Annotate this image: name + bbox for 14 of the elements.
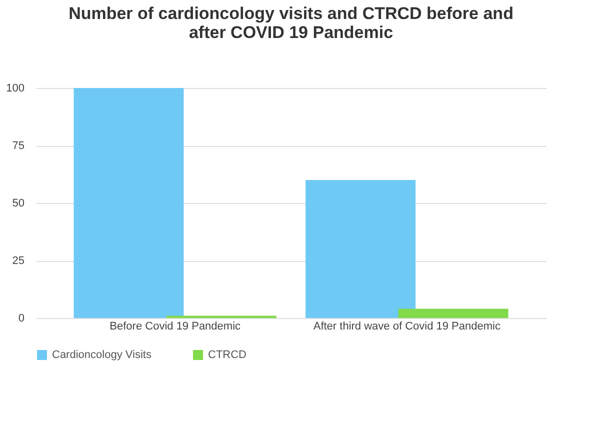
y-tick-label: 0 <box>18 312 24 324</box>
x-tick-label: After third wave of Covid 19 Pandemic <box>313 320 501 332</box>
legend-label: CTRCD <box>208 349 247 361</box>
bar <box>398 308 508 318</box>
y-tick-label: 25 <box>12 255 24 267</box>
text: after COVID 19 Pandemic <box>188 23 394 42</box>
text: Number of cardioncology visits and CTRCD before and <box>68 4 514 23</box>
legend-label: Cardioncology Visits <box>52 349 152 361</box>
y-tick-label: 50 <box>12 198 24 210</box>
y-tick-label: 75 <box>12 140 24 152</box>
bar <box>74 88 184 318</box>
bar <box>306 180 416 318</box>
y-tick-label: 100 <box>6 82 24 94</box>
x-tick-label: Before Covid 19 Pandemic <box>110 320 242 332</box>
